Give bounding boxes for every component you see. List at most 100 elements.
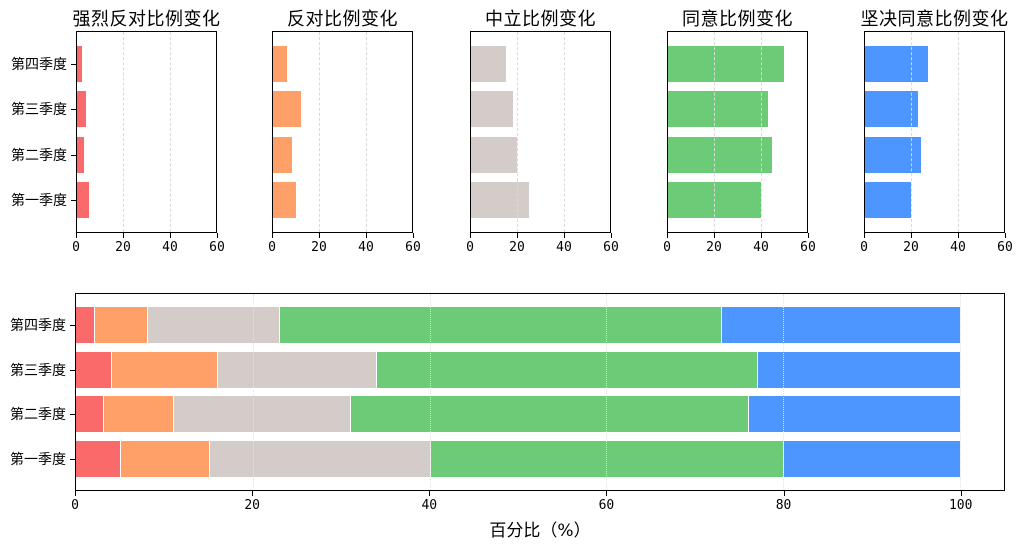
y-category-label: 第三季度 xyxy=(10,362,66,379)
chart-title: 同意比例变化 xyxy=(682,9,793,30)
x-tick-label: 60 xyxy=(997,240,1013,255)
chart-title: 坚决同意比例变化 xyxy=(860,9,1009,30)
x-tick-mark xyxy=(366,233,367,238)
bar-segment xyxy=(111,351,218,388)
x-tick-mark xyxy=(1005,233,1006,238)
y-tick-mark xyxy=(71,154,76,156)
x-tick-mark xyxy=(960,491,962,496)
plot-area xyxy=(76,31,217,233)
x-tick-label: 60 xyxy=(800,240,816,255)
plot-area xyxy=(667,31,808,233)
bar-segment xyxy=(146,307,280,343)
bar xyxy=(77,182,89,219)
gridline xyxy=(123,32,125,232)
x-tick-label: 0 xyxy=(268,240,276,255)
chart-title: 反对比例变化 xyxy=(287,9,398,30)
bar-segment xyxy=(76,351,112,388)
bar-segment xyxy=(747,396,960,433)
bar xyxy=(668,136,773,173)
x-tick-label: 0 xyxy=(71,498,79,513)
x-tick-label: 0 xyxy=(466,240,474,255)
bar xyxy=(77,91,87,128)
bar-segment xyxy=(376,351,757,388)
x-tick-label: 40 xyxy=(556,240,572,255)
x-tick-label: 20 xyxy=(244,498,260,513)
chart-title: 强烈反对比例变化 xyxy=(72,9,221,30)
x-tick-label: 60 xyxy=(598,498,615,513)
x-tick-mark xyxy=(123,233,124,238)
bar xyxy=(865,45,928,82)
bar xyxy=(471,45,506,82)
bar xyxy=(77,136,84,173)
x-tick-mark xyxy=(714,233,715,238)
gridline xyxy=(957,32,959,232)
x-tick-mark xyxy=(170,233,171,238)
x-tick-mark xyxy=(75,491,76,496)
bar xyxy=(273,45,287,82)
plot-area xyxy=(864,31,1005,233)
x-tick-label: 100 xyxy=(948,498,973,513)
x-tick-label: 40 xyxy=(421,498,438,513)
bar-segment xyxy=(76,441,121,477)
bar-segment xyxy=(721,307,960,343)
x-tick-label: 40 xyxy=(753,240,769,255)
bar-segment xyxy=(102,396,174,433)
y-category-label: 第三季度 xyxy=(11,102,67,119)
x-tick-mark xyxy=(864,233,865,238)
bar-segment xyxy=(756,351,960,388)
bar xyxy=(668,91,768,128)
gridline xyxy=(429,294,431,490)
x-tick-mark xyxy=(667,233,668,238)
bar-segment xyxy=(173,396,350,433)
x-tick-mark xyxy=(429,491,431,496)
x-tick-label: 0 xyxy=(663,240,671,255)
y-category-label: 第四季度 xyxy=(10,318,66,335)
x-tick-mark xyxy=(761,233,762,238)
x-tick-mark xyxy=(783,491,785,496)
x-tick-mark xyxy=(470,233,471,238)
bar-segment xyxy=(429,441,784,477)
gridline xyxy=(959,294,961,490)
gridline xyxy=(606,294,608,490)
x-tick-label: 20 xyxy=(311,240,327,255)
gridline xyxy=(563,32,565,232)
x-tick-mark xyxy=(611,233,612,238)
bar xyxy=(865,91,919,128)
x-tick-mark xyxy=(252,491,254,496)
x-tick-label: 20 xyxy=(509,240,525,255)
x-tick-label: 20 xyxy=(706,240,722,255)
x-tick-label: 0 xyxy=(860,240,868,255)
y-tick-mark xyxy=(70,414,75,416)
x-tick-mark xyxy=(911,233,912,238)
y-tick-mark xyxy=(70,369,75,371)
x-tick-label: 40 xyxy=(162,240,178,255)
x-tick-mark xyxy=(517,233,518,238)
gridline xyxy=(169,32,171,232)
bar-segment xyxy=(76,307,94,343)
bar xyxy=(273,182,297,219)
gridline xyxy=(714,32,716,232)
x-tick-mark xyxy=(564,233,565,238)
bar xyxy=(77,45,82,82)
bar xyxy=(471,91,513,128)
gridline xyxy=(252,294,254,490)
bar xyxy=(273,91,301,128)
y-tick-mark xyxy=(71,63,76,65)
x-tick-mark xyxy=(217,233,218,238)
plot-area xyxy=(75,293,1005,491)
x-tick-mark xyxy=(606,491,608,496)
gridline xyxy=(517,32,519,232)
x-tick-mark xyxy=(958,233,959,238)
bar-segment xyxy=(217,351,377,388)
bar xyxy=(471,136,518,173)
bar-segment xyxy=(349,396,748,433)
chart-title: 中立比例变化 xyxy=(485,9,596,30)
gridline xyxy=(365,32,367,232)
x-tick-label: 60 xyxy=(603,240,619,255)
y-tick-mark xyxy=(70,458,75,460)
gridline xyxy=(319,32,321,232)
x-tick-label: 60 xyxy=(405,240,421,255)
bar-segment xyxy=(120,441,209,477)
bar-segment xyxy=(208,441,430,477)
